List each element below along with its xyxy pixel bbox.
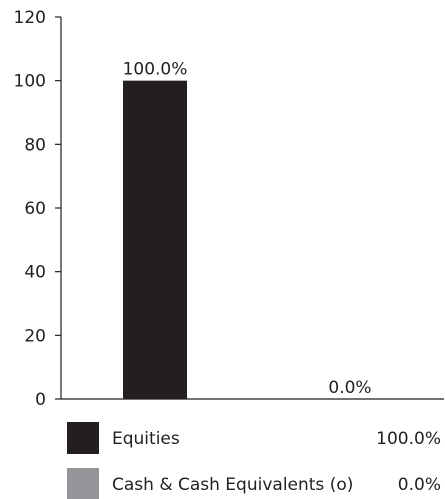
legend-value: 100.0%	[376, 429, 441, 449]
legend-label: Equities	[112, 429, 180, 449]
bar-value-label: 100.0%	[123, 60, 188, 80]
bar-value-label: 0.0%	[328, 378, 371, 398]
bars	[123, 80, 187, 400]
y-tick-label: 40	[24, 263, 46, 283]
y-tick-label: 80	[24, 135, 46, 155]
y-tick-label: 100	[14, 72, 46, 92]
bar-equities	[123, 80, 187, 400]
legend-swatch	[67, 422, 99, 454]
legend: Equities 100.0% Cash & Cash Equivalents (o…	[67, 422, 441, 499]
legend-label: Cash & Cash Equivalents (o)	[112, 475, 353, 495]
y-axis: 0 20 40 60 80 100 120	[14, 8, 62, 410]
y-tick-label: 60	[24, 199, 46, 219]
y-tick-label: 120	[14, 8, 46, 28]
y-tick-label: 0	[35, 390, 46, 410]
data-labels: 100.0% 0.0%	[123, 60, 372, 398]
legend-value: 0.0%	[398, 475, 441, 495]
legend-swatch	[67, 468, 99, 499]
y-tick-label: 20	[24, 326, 46, 346]
